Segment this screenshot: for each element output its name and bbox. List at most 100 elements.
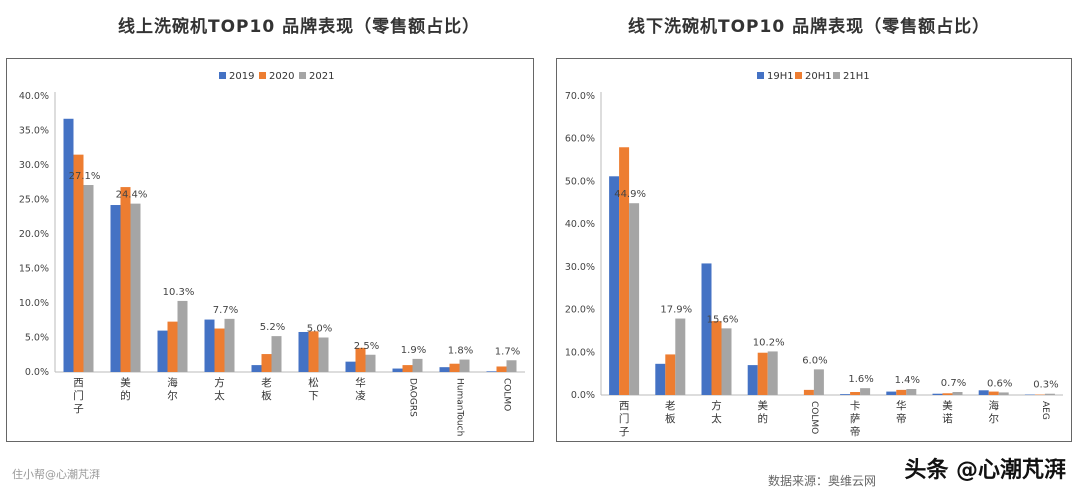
data-label: 27.1%: [69, 171, 101, 182]
data-label: 44.9%: [614, 189, 646, 200]
bar: [609, 176, 620, 395]
bar: [308, 331, 319, 372]
y-tick-label: 0.0%: [25, 367, 49, 378]
bar: [63, 118, 74, 372]
bar: [767, 351, 778, 395]
legend-swatch: [795, 72, 802, 79]
legend-label: 2019: [229, 71, 254, 82]
bar: [978, 390, 989, 395]
bar: [251, 365, 262, 372]
data-label: 1.9%: [401, 345, 426, 356]
y-tick-label: 70.0%: [565, 91, 595, 102]
data-label: 1.7%: [495, 346, 520, 357]
legend-swatch: [219, 72, 226, 79]
data-label: 5.0%: [307, 324, 332, 335]
bar: [365, 354, 376, 372]
bar: [1044, 393, 1055, 395]
x-tick-label: COLMO: [809, 401, 819, 434]
bar: [655, 363, 666, 395]
legend: 2019 2020 2021: [219, 71, 334, 82]
data-source-text: 数据来源：奥维云网: [768, 474, 877, 488]
y-tick-label: 40.0%: [565, 219, 595, 230]
bar: [224, 318, 235, 372]
legend-swatch: [833, 72, 840, 79]
bar: [813, 369, 824, 395]
online-brand-chart: 2019 2020 2021 0.0% 5.0% 10.0% 15.0% 20.0% 25.0%…: [19, 71, 525, 436]
legend-label: 21H1: [843, 71, 870, 82]
data-label: 17.9%: [660, 305, 692, 316]
bar: [459, 359, 470, 372]
watermark-text: 住小帮@心潮芃湃: [12, 468, 100, 481]
x-tick-label: 西门子: [73, 377, 84, 415]
y-tick-label: 30.0%: [19, 160, 49, 171]
x-tick-label: 华凌: [355, 376, 366, 402]
data-label: 15.6%: [707, 314, 739, 325]
bar: [840, 394, 851, 395]
y-tick-label: 50.0%: [565, 176, 595, 187]
x-tick-label: 美诺: [942, 399, 953, 425]
bar: [998, 392, 1009, 395]
legend-label: 2020: [269, 71, 294, 82]
x-tick-label: 美的: [757, 399, 768, 425]
y-tick-label: 35.0%: [19, 126, 49, 137]
x-tick-label: 方太: [711, 399, 722, 425]
x-tick-label: AEG: [1040, 401, 1050, 420]
chart-title-online: 线上洗碗机TOP10 品牌表现（零售额占比）: [118, 17, 481, 37]
bar: [506, 360, 517, 372]
y-tick-label: 60.0%: [565, 134, 595, 145]
x-tick-label: 老板: [665, 399, 676, 425]
bar: [629, 203, 640, 395]
data-label: 5.2%: [260, 322, 285, 333]
bar: [271, 336, 282, 372]
bar: [204, 319, 215, 372]
bar: [952, 392, 963, 395]
legend-label: 19H1: [767, 71, 794, 82]
bar: [711, 321, 722, 395]
bar: [906, 389, 917, 395]
bar: [757, 352, 768, 395]
bar: [298, 331, 309, 372]
offline-brand-chart: 19H1 20H1 21H1 0.0% 10.0% 20.0% 30.0% 40.0% 50.0…: [565, 71, 1063, 438]
data-label: 6.0%: [802, 355, 827, 366]
bar: [896, 389, 907, 395]
x-tick-label: 海尔: [167, 376, 178, 402]
data-label: 1.4%: [895, 375, 920, 386]
bar: [449, 363, 460, 372]
data-label: 2.5%: [354, 341, 379, 352]
bar: [850, 392, 861, 395]
data-label: 1.8%: [448, 346, 473, 357]
bar: [486, 371, 497, 372]
y-tick-label: 10.0%: [565, 347, 595, 358]
bar: [402, 365, 413, 372]
bar: [665, 354, 676, 395]
y-tick-label: 20.0%: [565, 305, 595, 316]
legend: 19H1 20H1 21H1: [757, 71, 870, 82]
data-label: 24.4%: [116, 190, 148, 201]
offline-brand-chart-panel: 19H1 20H1 21H1 0.0% 10.0% 20.0% 30.0% 40.0% 50.0…: [556, 58, 1072, 442]
y-tick-label: 25.0%: [19, 195, 49, 206]
legend-label: 2021: [309, 71, 334, 82]
y-tick-label: 15.0%: [19, 264, 49, 275]
x-tick-label: 西门子: [619, 400, 630, 438]
bar: [942, 393, 953, 395]
bar: [439, 367, 450, 372]
bar: [701, 263, 712, 395]
bar: [860, 388, 871, 395]
online-brand-chart-panel: 2019 2020 2021 0.0% 5.0% 10.0% 15.0% 20.0% 25.0%…: [6, 58, 534, 442]
data-label: 7.7%: [213, 305, 238, 316]
legend-swatch: [299, 72, 306, 79]
x-tick-label: 美的: [120, 376, 131, 402]
bar: [110, 205, 121, 372]
bar: [167, 321, 178, 372]
y-tick-label: 30.0%: [565, 262, 595, 273]
bar: [496, 366, 507, 372]
legend-label: 20H1: [805, 71, 832, 82]
data-label: 1.6%: [848, 374, 873, 385]
bar: [214, 328, 225, 372]
y-tick-label: 10.0%: [19, 298, 49, 309]
bar: [392, 368, 403, 372]
y-tick-label: 5.0%: [25, 333, 49, 344]
bar: [345, 361, 356, 372]
bar: [932, 393, 943, 395]
bar: [157, 330, 168, 372]
